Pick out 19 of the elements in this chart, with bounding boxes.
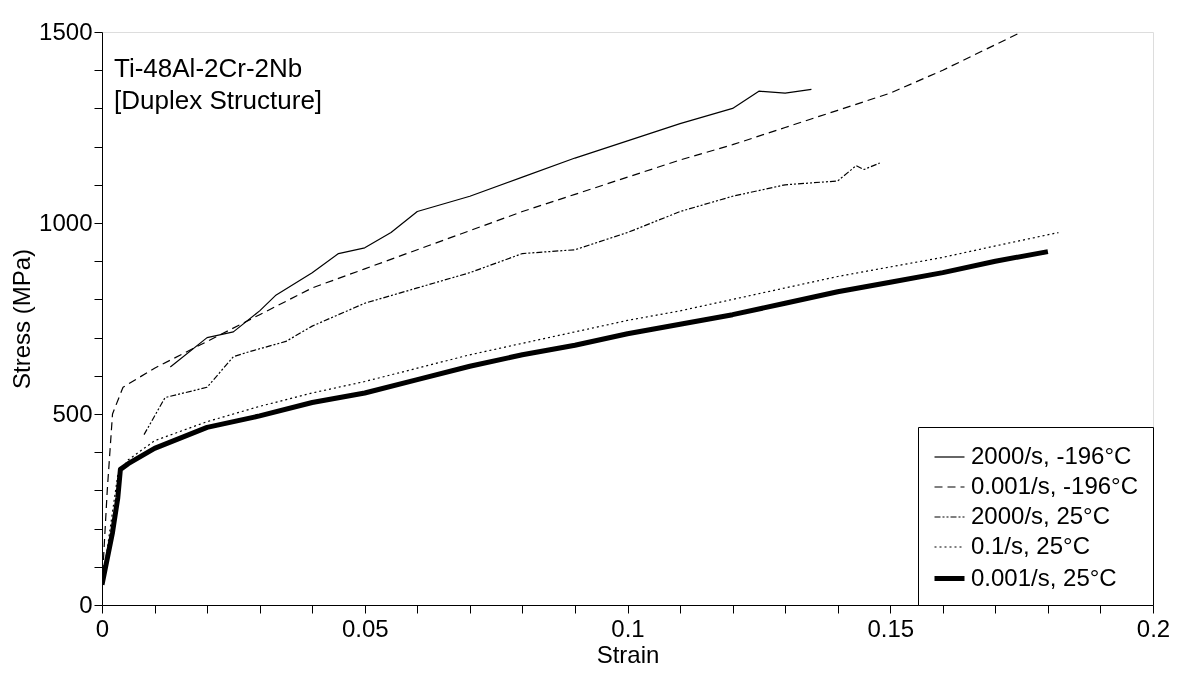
legend-label: 2000/s, 25°C [971, 502, 1111, 529]
y-tick-label: 1000 [39, 208, 93, 236]
legend-label: 0.1/s, 25°C [971, 532, 1090, 559]
legend-label: 2000/s, -196°C [971, 442, 1132, 469]
x-tick-label: 0 [95, 614, 110, 642]
x-tick-label: 0.05 [341, 614, 389, 642]
legend-label: 0.001/s, -196°C [971, 472, 1139, 499]
x-tick-label: 0.1 [611, 614, 645, 642]
y-tick-label: 500 [52, 399, 93, 427]
x-axis-title: Strain [596, 640, 660, 668]
x-tick-label: 0.2 [1136, 614, 1171, 642]
x-tick-label: 0.15 [867, 614, 915, 642]
annotation: [Duplex Structure] [114, 85, 323, 115]
annotation: Ti-48Al-2Cr-2Nb [114, 53, 303, 83]
y-tick-label: 1500 [39, 17, 93, 45]
y-axis-title: Stress (MPa) [8, 248, 36, 390]
y-tick-label: 0 [79, 590, 93, 618]
line-series [143, 162, 881, 436]
legend-label: 0.001/s, 25°C [971, 563, 1117, 591]
